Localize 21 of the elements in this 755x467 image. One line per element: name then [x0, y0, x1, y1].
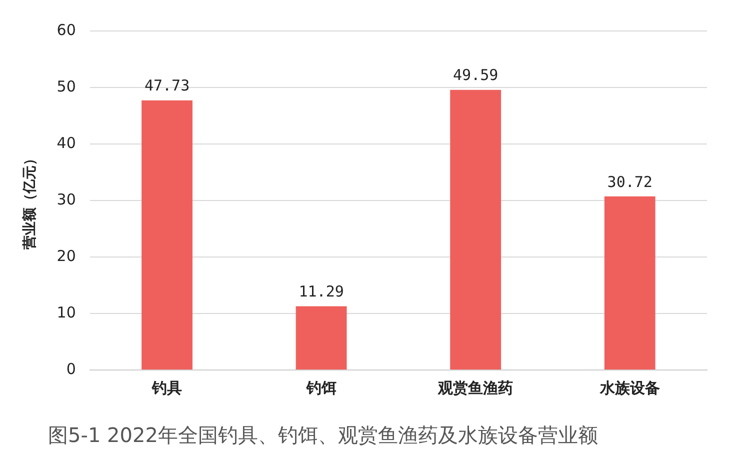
data-label: 30.72 [607, 172, 652, 191]
x-tick-label: 观赏鱼渔药 [437, 378, 514, 397]
bar [296, 306, 347, 370]
y-tick-label: 50 [56, 77, 76, 96]
y-tick-label: 30 [56, 190, 76, 208]
y-tick-label: 40 [56, 134, 76, 152]
x-tick-label: 钓具 [151, 378, 182, 397]
y-tick-label: 0 [66, 360, 76, 378]
data-label: 49.59 [453, 66, 498, 84]
bar [142, 100, 192, 370]
caption: 图5-1 2022年全国钓具、钓饵、观赏鱼渔药及水族设备营业额 [48, 422, 599, 449]
x-tick-label: 钓饵 [305, 378, 336, 397]
y-tick-label: 20 [56, 246, 76, 265]
y-axis-title: 营业额（亿元） [21, 152, 38, 250]
data-label: 11.29 [298, 282, 344, 301]
bar [450, 90, 502, 370]
y-tick-label: 60 [56, 20, 76, 39]
data-label: 47.73 [144, 76, 190, 95]
y-tick-label: 10 [56, 303, 76, 322]
x-tick-label: 水族设备 [598, 378, 660, 397]
bar [604, 196, 656, 370]
